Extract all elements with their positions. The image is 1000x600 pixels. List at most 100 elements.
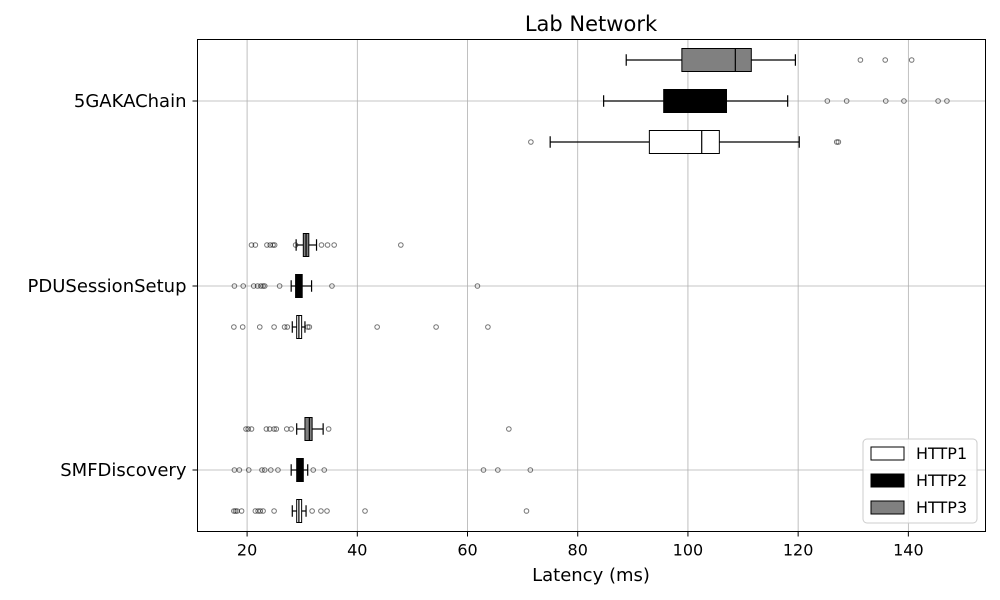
outlier-point — [485, 324, 491, 330]
outlier-point — [901, 98, 907, 104]
outlier-point — [245, 426, 251, 432]
legend-swatch-http3 — [870, 500, 905, 515]
outlier-point — [276, 283, 283, 289]
box-http3-pdusessionsetup — [248, 233, 404, 257]
outlier-point — [824, 98, 831, 104]
box-http3-smfdiscovery — [243, 417, 512, 441]
outlier-point — [236, 467, 243, 473]
outlier-point — [362, 508, 368, 514]
outlier-point — [329, 283, 335, 289]
category-label: PDUSessionSetup — [28, 276, 187, 297]
box-iqr — [648, 130, 720, 154]
x-tick-label: 100 — [673, 541, 704, 560]
outlier-point — [254, 283, 261, 289]
outlier-point — [231, 283, 238, 289]
outlier-point — [243, 426, 249, 432]
outlier-point — [331, 242, 337, 248]
outlier-point — [944, 98, 950, 104]
legend: HTTP1 HTTP2 HTTP3 — [862, 438, 978, 524]
outlier-point — [275, 467, 281, 473]
box-http3-5gakachain — [625, 48, 915, 72]
outlier-point — [250, 283, 257, 289]
outlier-point — [835, 139, 842, 145]
outlier-point — [480, 467, 487, 473]
outlier-point — [238, 508, 245, 514]
outlier-point — [240, 283, 247, 289]
outlier-point — [882, 57, 889, 63]
box-http1-smfdiscovery — [231, 499, 530, 523]
outlier-point — [310, 467, 317, 473]
x-axis-label: Latency (ms) — [532, 565, 650, 586]
outlier-point — [506, 426, 512, 432]
category-label: SMFDiscovery — [60, 460, 187, 481]
outlier-point — [271, 324, 277, 330]
outlier-point — [324, 508, 330, 514]
legend-label-http1: HTTP1 — [916, 444, 967, 463]
outlier-point — [935, 98, 941, 104]
outlier-point — [304, 324, 311, 330]
box-iqr — [663, 89, 728, 113]
outlier-point — [325, 426, 332, 432]
outlier-point — [527, 467, 534, 473]
box-http2-5gakachain — [603, 89, 950, 113]
outlier-point — [260, 508, 266, 514]
x-tick-label: 120 — [783, 541, 814, 560]
outlier-point — [908, 57, 915, 63]
outlier-point — [292, 242, 299, 248]
outlier-point — [261, 283, 268, 289]
outlier-point — [882, 98, 889, 104]
outlier-point — [271, 242, 278, 248]
legend-label-http2: HTTP2 — [916, 471, 967, 490]
box-iqr — [681, 48, 752, 72]
outlier-point — [263, 426, 270, 432]
outlier-point — [270, 242, 276, 248]
outlier-point — [252, 242, 259, 248]
outlier-point — [474, 283, 481, 289]
outlier-point — [843, 98, 850, 104]
outlier-point — [231, 324, 237, 330]
category-label: 5GAKAChain — [74, 91, 187, 112]
outlier-point — [259, 467, 265, 473]
outlier-point — [267, 467, 274, 473]
outlier-point — [281, 324, 288, 330]
x-tick-label: 20 — [237, 541, 257, 560]
outlier-point — [256, 324, 263, 330]
outlier-point — [260, 283, 266, 289]
outlier-point — [528, 139, 534, 145]
outlier-point — [232, 508, 239, 514]
x-tick-label: 40 — [347, 541, 367, 560]
outlier-point — [248, 242, 255, 248]
outlier-point — [495, 467, 501, 473]
outlier-point — [523, 508, 530, 514]
outlier-point — [318, 242, 325, 248]
outlier-point — [321, 467, 328, 473]
outlier-point — [398, 242, 404, 248]
x-ticks-layer: 20 40 60 80 100 120 140 — [237, 531, 924, 560]
box-http1-pdusessionsetup — [231, 315, 491, 339]
legend-swatch-http1 — [870, 446, 905, 461]
legend-swatch-http2 — [870, 473, 905, 488]
outlier-point — [309, 508, 315, 514]
x-tick-label: 80 — [568, 541, 588, 560]
outlier-point — [306, 324, 313, 330]
outlier-point — [433, 324, 439, 330]
outlier-point — [257, 508, 264, 514]
outlier-point — [261, 467, 268, 473]
outlier-point — [273, 426, 280, 432]
outlier-point — [239, 324, 246, 330]
outlier-point — [271, 508, 277, 514]
legend-label-http3: HTTP3 — [916, 498, 967, 517]
box-http2-smfdiscovery — [231, 458, 534, 482]
outlier-point — [245, 467, 252, 473]
outlier-point — [271, 426, 277, 432]
outlier-point — [248, 426, 255, 432]
x-tick-label: 60 — [457, 541, 477, 560]
outlier-point — [288, 426, 294, 432]
boxes-layer — [231, 48, 950, 523]
outlier-point — [258, 283, 264, 289]
x-tick-label: 140 — [893, 541, 924, 560]
outlier-point — [374, 324, 380, 330]
outlier-point — [324, 242, 331, 248]
y-ticks-layer: 5GAKAChain PDUSessionSetup SMFDiscovery — [28, 91, 198, 481]
